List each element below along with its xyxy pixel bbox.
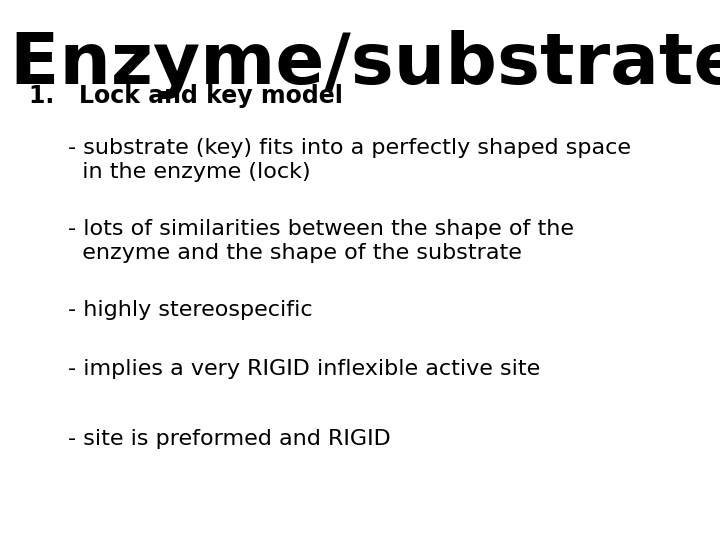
Text: 1.   Lock and key model: 1. Lock and key model — [29, 84, 343, 107]
Text: Enzyme/substrate interaction: Enzyme/substrate interaction — [10, 30, 720, 99]
Text: - implies a very RIGID inflexible active site: - implies a very RIGID inflexible active… — [68, 359, 541, 379]
Text: - substrate (key) fits into a perfectly shaped space
  in the enzyme (lock): - substrate (key) fits into a perfectly … — [68, 138, 631, 181]
Text: - lots of similarities between the shape of the
  enzyme and the shape of the su: - lots of similarities between the shape… — [68, 219, 575, 262]
Text: - highly stereospecific: - highly stereospecific — [68, 300, 313, 320]
Text: - site is preformed and RIGID: - site is preformed and RIGID — [68, 429, 391, 449]
